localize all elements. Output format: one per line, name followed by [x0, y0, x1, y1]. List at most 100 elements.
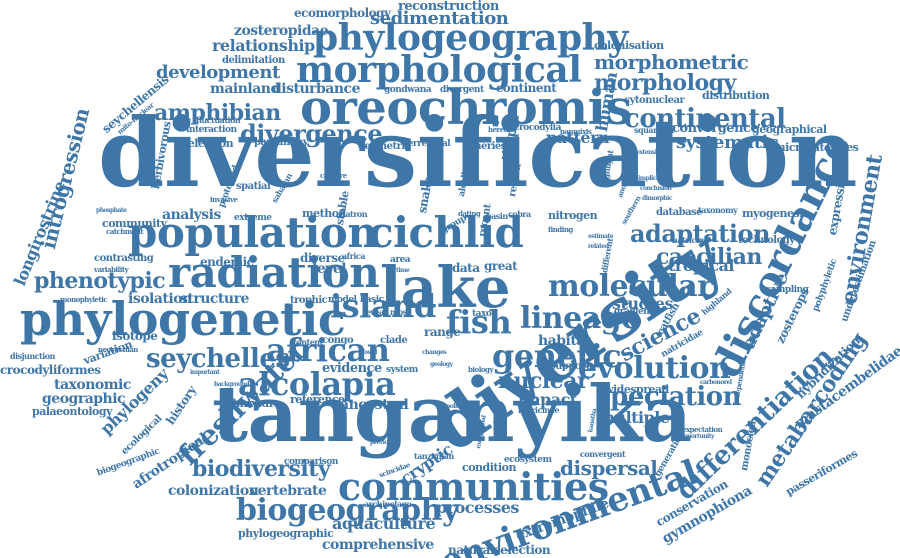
- word-colonization: colonization: [168, 483, 259, 499]
- word-natron: natron: [340, 209, 368, 219]
- word-continent: continent: [496, 81, 557, 95]
- word-convergence: convergence: [672, 121, 759, 136]
- word-diversification: diversification: [98, 98, 858, 209]
- word-myogenesis: myogenesis: [742, 207, 809, 220]
- word-great: great: [484, 259, 518, 273]
- word-isotope: isotope: [112, 329, 158, 343]
- word-endemic: endemic: [200, 255, 254, 269]
- word-distribution: distribution: [702, 89, 770, 102]
- word-disturbance: disturbance: [272, 81, 360, 97]
- word-phylogeography: phylogeography: [313, 17, 628, 59]
- word-dimorphic: dimorphic: [642, 195, 672, 202]
- word-background: background: [214, 381, 250, 388]
- word-divergent: divergent: [440, 85, 484, 95]
- word-disjunction: disjunction: [10, 351, 55, 361]
- word-neosuchian: neosuchian: [98, 345, 138, 354]
- word-vertebrate: vertebrate: [250, 483, 327, 499]
- word-comparison: comparison: [284, 457, 338, 467]
- word-system: system: [386, 365, 418, 375]
- word-archipelago: archipelago: [364, 499, 412, 509]
- word-ancestral: ancestral: [340, 397, 409, 413]
- word-colonisation: colonisation: [594, 39, 664, 52]
- word-african: african: [266, 331, 390, 369]
- word-phylogenetic: phylogenetic: [20, 292, 346, 346]
- word-naturalselection: naturalselection: [448, 543, 551, 557]
- word-extreme: extreme: [234, 213, 272, 223]
- word-mainland: mainland: [210, 81, 280, 97]
- word-pattern: pattern: [546, 128, 610, 147]
- word-variability: variability: [94, 265, 129, 274]
- word-reveal: reveal: [362, 307, 387, 317]
- word-seychelles: seychelles: [146, 344, 290, 374]
- word-terrestrial: terrestrial: [404, 139, 451, 149]
- word-biology: biology: [468, 365, 494, 374]
- word-lineage: lineage: [520, 301, 640, 336]
- word-systematic: systematic: [676, 132, 779, 153]
- word-invasive: invasive: [210, 195, 238, 204]
- word-delimitation: delimitation: [222, 55, 285, 66]
- word-condition: condition: [462, 461, 517, 474]
- word-evidence: evidence: [322, 361, 382, 376]
- word-tanzanian: tanzanian: [414, 451, 454, 461]
- word-gradient: gradient: [614, 307, 654, 317]
- word-technology: technology: [738, 235, 795, 246]
- word-tropical: tropical: [668, 256, 734, 275]
- word-convergent: convergent: [580, 449, 626, 459]
- word-time: time: [396, 267, 410, 274]
- word-changes: changes: [422, 349, 447, 356]
- word-community: community: [102, 217, 167, 230]
- word-spatial: spatial: [236, 181, 271, 192]
- word-geographic: geographic: [42, 391, 126, 407]
- word-parsimony: parsimony: [254, 137, 309, 148]
- word-geographical: geographical: [752, 123, 827, 136]
- word-island: island: [330, 287, 436, 325]
- word-divergence: divergence: [240, 119, 383, 148]
- word-fossil: fossil: [362, 349, 377, 356]
- word-clade: clade: [380, 335, 408, 346]
- word-studies: studies: [612, 294, 673, 313]
- word-basin: basin: [486, 211, 508, 221]
- word-communities: communities: [338, 464, 609, 509]
- word-processes: processes: [436, 498, 519, 517]
- word-genetic: genetic: [492, 337, 622, 375]
- word-most: most: [390, 307, 411, 317]
- word-phylogeographic: phylogeographic: [238, 527, 334, 540]
- word-taxon: taxon: [472, 309, 498, 319]
- word-dating: dating: [458, 209, 481, 218]
- word-extensive: extensive: [636, 149, 663, 156]
- word-morphological: morphological: [296, 49, 582, 91]
- word-important: important: [190, 369, 220, 376]
- word-capture: capture: [320, 171, 347, 180]
- word-evolution: evolution: [578, 351, 731, 386]
- word-finding: finding: [548, 225, 573, 234]
- word-catchment: catchment: [106, 227, 144, 236]
- word-continental: continental: [624, 104, 786, 134]
- word-diverse: diverse: [300, 251, 345, 265]
- word-data: data: [452, 261, 480, 275]
- word-related: related: [588, 243, 609, 250]
- word-biodiversity: biodiversity: [192, 456, 331, 482]
- word-nuclear: nuclear: [498, 368, 589, 394]
- word-history: history: [163, 383, 200, 428]
- word-isolation: isolation: [128, 291, 192, 307]
- word-taxonomic: taxonomic: [54, 377, 131, 393]
- word-sampling: sampling: [766, 285, 809, 295]
- word-natricinae: natricinae: [518, 405, 559, 415]
- word-dispersal: dispersal: [560, 456, 658, 480]
- word-cobra: cobra: [508, 209, 531, 219]
- word-implication: implication: [638, 175, 671, 182]
- word-pollution: pollution: [446, 403, 473, 410]
- word-morphology: morphology: [594, 70, 736, 96]
- word-squamata: squamata: [634, 125, 674, 135]
- word-admixture: admixture: [222, 397, 281, 410]
- word-morphometric: morphometric: [594, 50, 749, 74]
- word-polyphyletic: polyphyletic: [811, 257, 840, 314]
- word-trophic: trophic: [290, 295, 328, 306]
- word-gondwana: gondwana: [384, 85, 432, 95]
- word-reference: reference: [290, 393, 345, 406]
- word-alcolapia: alcolapia: [238, 365, 396, 403]
- word-range: range: [424, 325, 461, 339]
- word-support: support: [550, 361, 590, 372]
- word-congo: congo: [322, 335, 354, 346]
